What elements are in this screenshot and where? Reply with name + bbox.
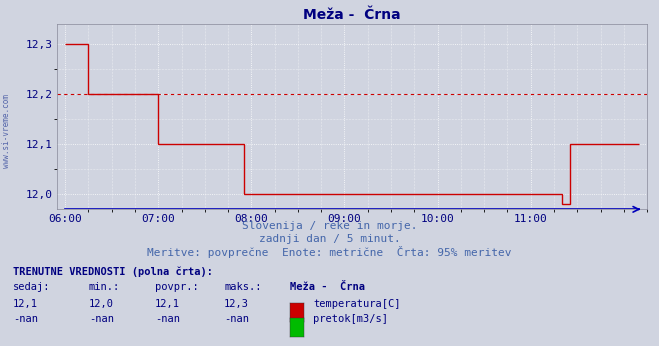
Text: maks.:: maks.: — [224, 282, 262, 292]
Text: min.:: min.: — [89, 282, 120, 292]
Text: temperatura[C]: temperatura[C] — [313, 299, 401, 309]
Text: Slovenija / reke in morje.: Slovenija / reke in morje. — [242, 221, 417, 231]
Text: www.si-vreme.com: www.si-vreme.com — [2, 94, 11, 169]
Text: pretok[m3/s]: pretok[m3/s] — [313, 314, 388, 324]
Text: povpr.:: povpr.: — [155, 282, 198, 292]
Text: -nan: -nan — [224, 314, 249, 324]
Text: -nan: -nan — [89, 314, 114, 324]
Text: zadnji dan / 5 minut.: zadnji dan / 5 minut. — [258, 234, 401, 244]
Title: Meža -  Črna: Meža - Črna — [303, 8, 401, 22]
Text: 12,1: 12,1 — [155, 299, 180, 309]
Text: 12,0: 12,0 — [89, 299, 114, 309]
Text: TRENUTNE VREDNOSTI (polna črta):: TRENUTNE VREDNOSTI (polna črta): — [13, 266, 213, 277]
Text: 12,3: 12,3 — [224, 299, 249, 309]
Text: -nan: -nan — [155, 314, 180, 324]
Text: Meža -  Črna: Meža - Črna — [290, 282, 365, 292]
Text: sedaj:: sedaj: — [13, 282, 51, 292]
Text: Meritve: povprečne  Enote: metrične  Črta: 95% meritev: Meritve: povprečne Enote: metrične Črta:… — [147, 246, 512, 258]
Text: -nan: -nan — [13, 314, 38, 324]
Text: 12,1: 12,1 — [13, 299, 38, 309]
